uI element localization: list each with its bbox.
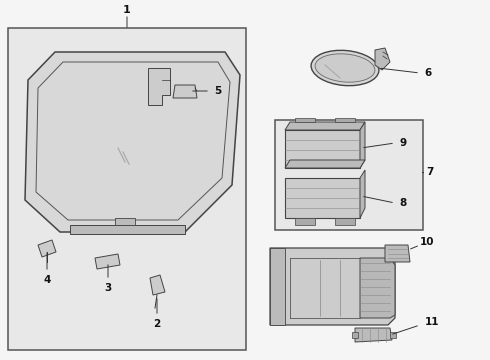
Ellipse shape (272, 313, 278, 319)
Text: 4: 4 (43, 275, 50, 285)
Ellipse shape (272, 257, 278, 263)
Text: 3: 3 (104, 283, 112, 293)
Text: 9: 9 (399, 138, 407, 148)
Text: 6: 6 (424, 68, 432, 78)
Ellipse shape (382, 257, 388, 263)
Polygon shape (285, 122, 365, 130)
Polygon shape (270, 248, 395, 325)
Polygon shape (25, 52, 240, 232)
Polygon shape (285, 130, 360, 168)
Text: 7: 7 (426, 167, 434, 177)
Polygon shape (173, 85, 197, 98)
Polygon shape (375, 48, 390, 70)
Polygon shape (95, 254, 120, 269)
Polygon shape (115, 218, 135, 225)
Polygon shape (36, 62, 230, 220)
Polygon shape (150, 275, 165, 295)
Ellipse shape (311, 50, 379, 86)
Ellipse shape (315, 54, 375, 82)
Polygon shape (360, 258, 395, 318)
Text: 2: 2 (153, 319, 161, 329)
Ellipse shape (166, 228, 178, 233)
Ellipse shape (382, 313, 388, 319)
Polygon shape (285, 160, 365, 168)
Polygon shape (335, 118, 355, 122)
Polygon shape (355, 328, 392, 342)
Polygon shape (352, 332, 358, 338)
Polygon shape (270, 248, 285, 325)
Polygon shape (360, 170, 365, 218)
Text: 11: 11 (425, 317, 439, 327)
Polygon shape (335, 218, 355, 225)
Text: 5: 5 (215, 86, 221, 96)
Text: 8: 8 (399, 198, 407, 208)
Polygon shape (295, 218, 315, 225)
Bar (275, 120, 423, 230)
Text: 10: 10 (420, 237, 434, 247)
Polygon shape (38, 240, 56, 257)
Text: 1: 1 (123, 5, 131, 15)
Polygon shape (385, 245, 410, 262)
Polygon shape (390, 332, 396, 338)
Polygon shape (148, 68, 170, 105)
Polygon shape (285, 178, 360, 218)
Polygon shape (295, 118, 315, 122)
Polygon shape (360, 122, 365, 168)
Polygon shape (70, 225, 185, 234)
Bar (8, 28, 246, 350)
